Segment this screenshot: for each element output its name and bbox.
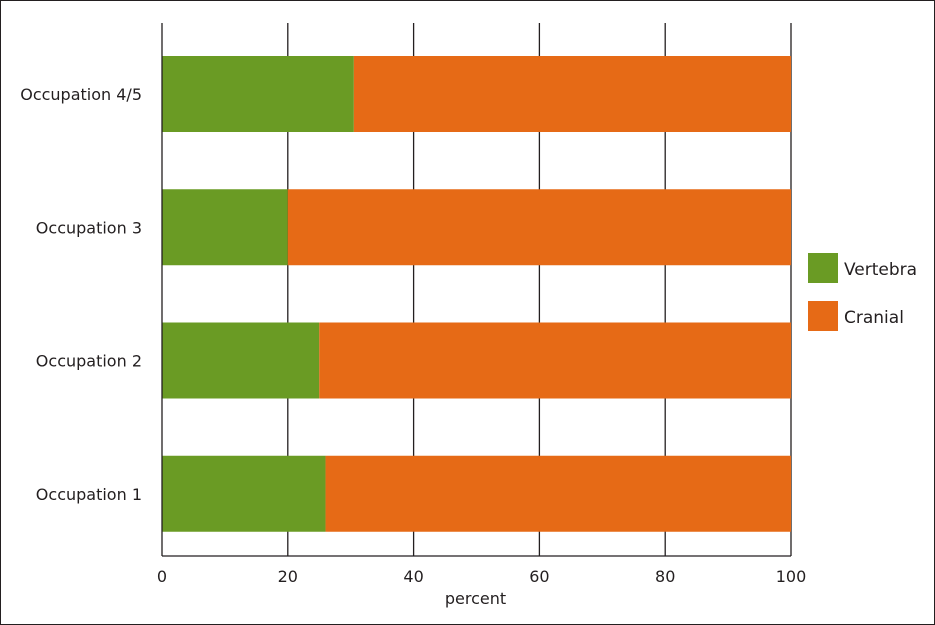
legend-label-vertebra: Vertebra	[844, 260, 917, 280]
x-ticks: 0 20 40 60 80 100	[157, 567, 806, 586]
bar-vertebra-3	[162, 455, 326, 532]
bar-cranial-3	[325, 455, 791, 532]
legend-swatch-cranial	[808, 301, 838, 331]
category-label: Occupation 1	[36, 485, 142, 504]
x-axis-label: percent	[445, 589, 506, 608]
x-tick-label: 60	[529, 567, 549, 586]
bar-vertebra-0	[162, 56, 354, 132]
category-label: Occupation 3	[36, 218, 142, 237]
legend-label-cranial: Cranial	[844, 308, 904, 328]
bars	[162, 56, 791, 532]
legend-swatch-vertebra	[808, 253, 838, 283]
bar-cranial-2	[319, 322, 791, 399]
bar-cranial-0	[353, 56, 791, 132]
bar-vertebra-1	[162, 189, 288, 266]
x-tick-label: 100	[776, 567, 807, 586]
legend: Vertebra Cranial	[808, 253, 917, 331]
x-tick-label: 40	[403, 567, 423, 586]
category-label: Occupation 2	[36, 352, 142, 371]
category-label: Occupation 4/5	[20, 85, 142, 104]
x-tick-label: 20	[278, 567, 298, 586]
bar-cranial-1	[287, 189, 791, 266]
axes	[161, 23, 791, 557]
category-labels: Occupation 4/5 Occupation 3 Occupation 2 Oc…	[20, 85, 142, 504]
x-tick-label: 0	[157, 567, 167, 586]
bar-vertebra-2	[162, 322, 320, 399]
x-tick-label: 80	[655, 567, 675, 586]
